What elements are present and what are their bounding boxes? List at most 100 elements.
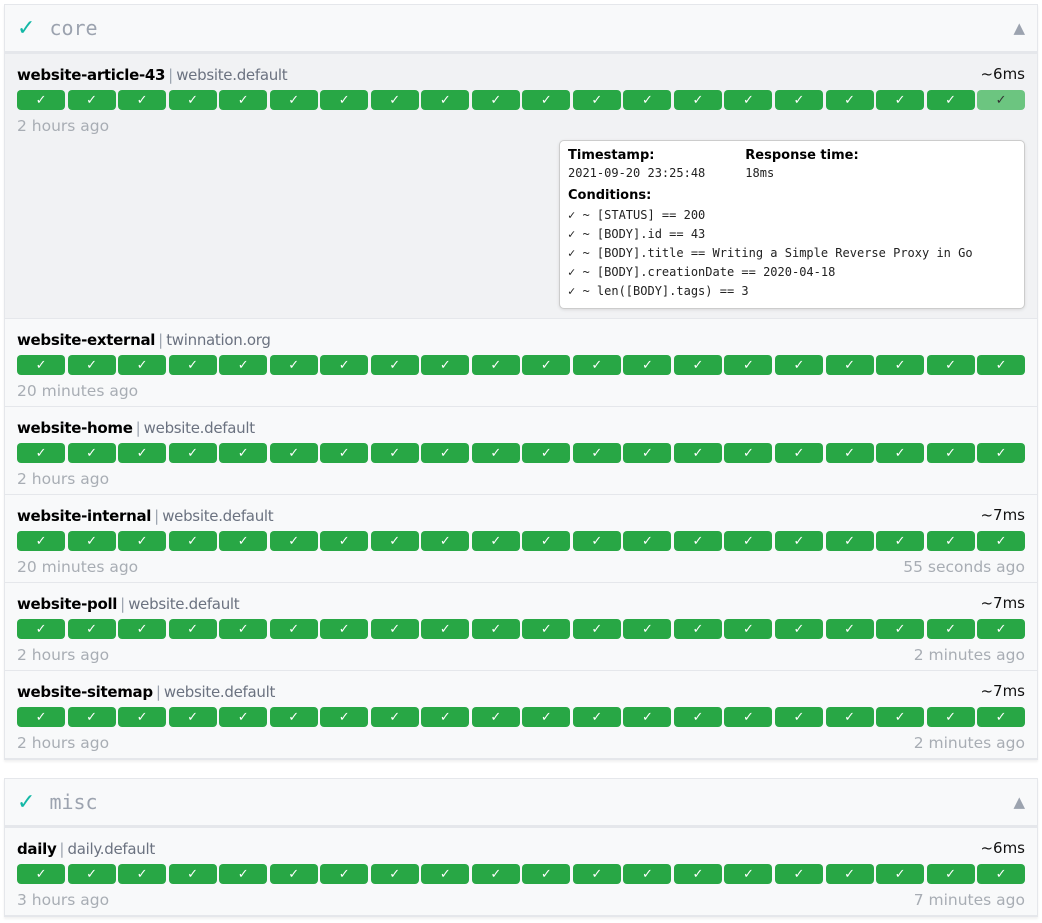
result-bar[interactable]: ✓ [522, 355, 571, 375]
result-bar[interactable]: ✓ [572, 619, 621, 639]
result-bar[interactable]: ✓ [67, 619, 116, 639]
result-bar[interactable]: ✓ [168, 531, 217, 551]
result-bar[interactable]: ✓ [320, 864, 369, 884]
endpoint-name[interactable]: website-article-43 [17, 65, 166, 84]
result-bar[interactable]: ✓ [977, 443, 1026, 463]
result-bar[interactable]: ✓ [471, 443, 520, 463]
result-bar[interactable]: ✓ [724, 531, 773, 551]
result-bar[interactable]: ✓ [825, 90, 874, 110]
result-bar[interactable]: ✓ [168, 864, 217, 884]
result-bar[interactable]: ✓ [219, 90, 268, 110]
result-bar[interactable]: ✓ [320, 619, 369, 639]
result-bar[interactable]: ✓ [370, 443, 419, 463]
result-bar[interactable]: ✓ [673, 355, 722, 375]
result-bar[interactable]: ✓ [926, 443, 975, 463]
result-bar[interactable]: ✓ [269, 443, 318, 463]
result-bar[interactable]: ✓ [926, 619, 975, 639]
result-bar[interactable]: ✓ [269, 707, 318, 727]
result-bar[interactable]: ✓ [977, 707, 1026, 727]
result-bar[interactable]: ✓ [926, 707, 975, 727]
result-bar[interactable]: ✓ [572, 443, 621, 463]
result-bar[interactable]: ✓ [421, 864, 470, 884]
result-bar[interactable]: ✓ [17, 443, 66, 463]
result-bar[interactable]: ✓ [370, 531, 419, 551]
endpoint-row[interactable]: website-external | twinnation.org ✓ ✓ ✓ ✓ ✓ ✓ ✓ ✓… [5, 319, 1037, 407]
result-bar[interactable]: ✓ [269, 864, 318, 884]
result-bar[interactable]: ✓ [118, 864, 167, 884]
collapse-toggle-icon[interactable]: ▲ [1013, 793, 1025, 811]
result-bar[interactable]: ✓ [67, 864, 116, 884]
result-bar[interactable]: ✓ [17, 355, 66, 375]
result-bar[interactable]: ✓ [320, 531, 369, 551]
result-bar[interactable]: ✓ [67, 443, 116, 463]
result-bar[interactable]: ✓ [572, 864, 621, 884]
result-bar[interactable]: ✓ [67, 90, 116, 110]
result-bar[interactable]: ✓ [926, 355, 975, 375]
result-bar[interactable]: ✓ [370, 707, 419, 727]
result-bar[interactable]: ✓ [118, 707, 167, 727]
result-bar[interactable]: ✓ [876, 707, 925, 727]
endpoint-row[interactable]: website-sitemap | website.default ~7ms ✓ ✓ ✓… [5, 671, 1037, 759]
result-bar[interactable]: ✓ [471, 864, 520, 884]
result-bar[interactable]: ✓ [522, 443, 571, 463]
result-bar[interactable]: ✓ [471, 355, 520, 375]
result-bar[interactable]: ✓ [118, 90, 167, 110]
result-bar[interactable]: ✓ [522, 707, 571, 727]
result-bar[interactable]: ✓ [623, 355, 672, 375]
endpoint-name[interactable]: website-poll [17, 594, 118, 613]
result-bar[interactable]: ✓ [623, 619, 672, 639]
result-bar[interactable]: ✓ [168, 707, 217, 727]
endpoint-row[interactable]: daily | daily.default ~6ms ✓ ✓ ✓ ✓ ✓ ✓ ✓ ✓ ✓ ✓ ✓ ✓ ✓ ✓ ✓… [5, 828, 1037, 916]
result-bar[interactable]: ✓ [320, 355, 369, 375]
result-bar[interactable]: ✓ [471, 531, 520, 551]
result-bar[interactable]: ✓ [774, 707, 823, 727]
result-bar[interactable]: ✓ [572, 531, 621, 551]
result-bar[interactable]: ✓ [774, 90, 823, 110]
result-bar[interactable]: ✓ [67, 531, 116, 551]
result-bar[interactable]: ✓ [774, 443, 823, 463]
result-bar[interactable]: ✓ [724, 707, 773, 727]
result-bar[interactable]: ✓ [825, 443, 874, 463]
result-bar[interactable]: ✓ [168, 619, 217, 639]
result-bar[interactable]: ✓ [774, 531, 823, 551]
result-bar[interactable]: ✓ [825, 531, 874, 551]
endpoint-name[interactable]: website-home [17, 418, 133, 437]
result-bar[interactable]: ✓ [724, 443, 773, 463]
result-bar[interactable]: ✓ [724, 864, 773, 884]
result-bar[interactable]: ✓ [370, 864, 419, 884]
result-bar[interactable]: ✓ [774, 864, 823, 884]
result-bar[interactable]: ✓ [724, 355, 773, 375]
result-bar[interactable]: ✓ [118, 619, 167, 639]
result-bar[interactable]: ✓ [370, 619, 419, 639]
group-header[interactable]: ✓ core ▲ [5, 5, 1037, 54]
result-bar[interactable]: ✓ [118, 531, 167, 551]
result-bar[interactable]: ✓ [269, 531, 318, 551]
result-bar[interactable]: ✓ [825, 707, 874, 727]
endpoint-row[interactable]: website-internal | website.default ~7ms ✓ ✓… [5, 495, 1037, 583]
result-bar[interactable]: ✓ [977, 355, 1026, 375]
result-bar[interactable]: ✓ [370, 355, 419, 375]
result-bar[interactable]: ✓ [774, 619, 823, 639]
result-bar[interactable]: ✓ [926, 90, 975, 110]
result-bar[interactable]: ✓ [168, 90, 217, 110]
result-bar[interactable]: ✓ [623, 90, 672, 110]
result-bar[interactable]: ✓ [421, 531, 470, 551]
result-bar[interactable]: ✓ [623, 443, 672, 463]
result-bar[interactable]: ✓ [724, 90, 773, 110]
result-bar[interactable]: ✓ [572, 90, 621, 110]
result-bar[interactable]: ✓ [623, 864, 672, 884]
result-bar[interactable]: ✓ [168, 355, 217, 375]
result-bar[interactable]: ✓ [673, 864, 722, 884]
result-bar[interactable]: ✓ [876, 864, 925, 884]
result-bar[interactable]: ✓ [926, 531, 975, 551]
endpoint-name[interactable]: daily [17, 839, 57, 858]
result-bar[interactable]: ✓ [17, 707, 66, 727]
result-bar[interactable]: ✓ [876, 355, 925, 375]
collapse-toggle-icon[interactable]: ▲ [1013, 19, 1025, 37]
result-bar[interactable]: ✓ [673, 531, 722, 551]
result-bar[interactable]: ✓ [219, 707, 268, 727]
result-bar[interactable]: ✓ [623, 531, 672, 551]
result-bar[interactable]: ✓ [219, 531, 268, 551]
result-bar[interactable]: ✓ [421, 90, 470, 110]
result-bar[interactable]: ✓ [168, 443, 217, 463]
